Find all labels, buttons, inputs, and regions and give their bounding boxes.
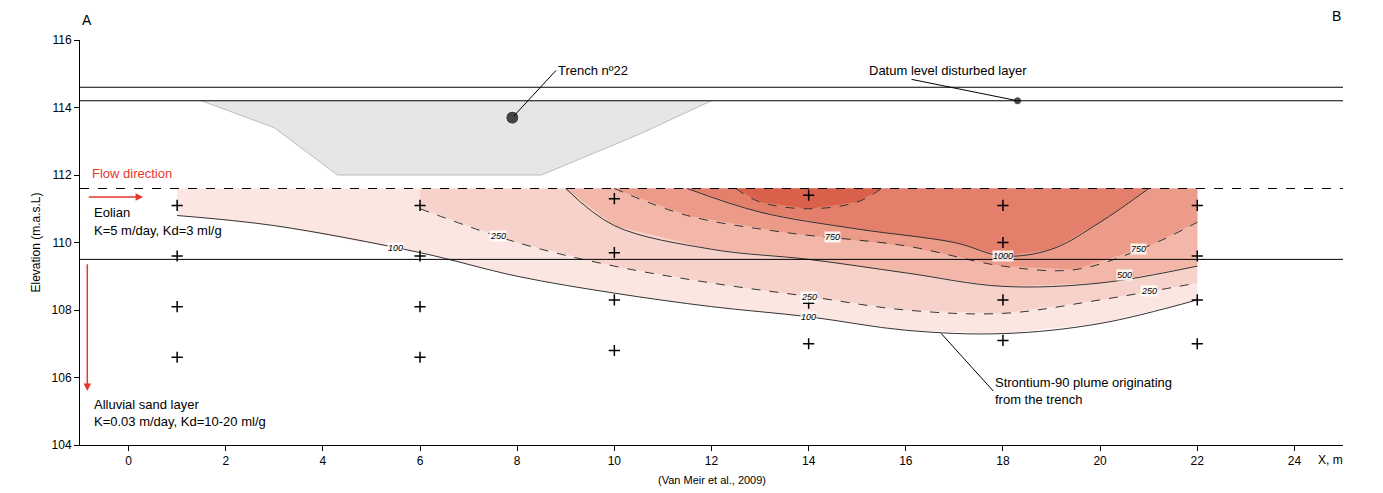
svg-text:Flow direction: Flow direction [92,166,172,181]
svg-text:Trench nº22: Trench nº22 [558,63,628,78]
svg-text:A: A [82,12,92,28]
svg-text:1000: 1000 [993,251,1013,261]
svg-text:110: 110 [52,236,71,250]
svg-text:750: 750 [1131,244,1146,254]
svg-text:24: 24 [1288,454,1302,468]
svg-text:Datum level disturbed layer: Datum level disturbed layer [869,63,1027,78]
svg-text:114: 114 [52,101,71,115]
svg-text:100: 100 [801,312,816,322]
svg-text:22: 22 [1191,454,1205,468]
svg-text:Eolian: Eolian [94,205,130,220]
svg-text:Alluvial sand layer: Alluvial sand layer [94,397,199,412]
svg-text:12: 12 [705,454,719,468]
svg-text:116: 116 [52,33,71,47]
svg-text:750: 750 [825,232,840,242]
svg-text:112: 112 [52,168,71,182]
svg-text:6: 6 [417,454,424,468]
svg-text:100: 100 [388,243,403,253]
svg-text:14: 14 [802,454,816,468]
svg-text:X, m: X, m [1318,453,1343,467]
svg-text:250: 250 [490,231,506,241]
svg-text:K=0.03 m/day, Kd=10-20 ml/g: K=0.03 m/day, Kd=10-20 ml/g [94,414,266,429]
svg-text:250: 250 [1141,286,1157,296]
svg-text:2: 2 [222,454,229,468]
svg-text:18: 18 [996,454,1010,468]
svg-text:250: 250 [801,292,817,302]
svg-text:0: 0 [125,454,132,468]
svg-text:104: 104 [52,438,72,452]
svg-text:20: 20 [1093,454,1107,468]
svg-text:4: 4 [320,454,327,468]
svg-text:B: B [1332,8,1341,24]
svg-text:106: 106 [52,371,72,385]
svg-text:10: 10 [608,454,622,468]
svg-text:Elevation (m.a.s.L): Elevation (m.a.s.L) [29,192,43,292]
svg-text:16: 16 [899,454,913,468]
svg-text:Strontium-90 plume originating: Strontium-90 plume originatingfrom the t… [995,375,1172,407]
svg-text:108: 108 [52,303,72,317]
svg-text:(Van Meir et al., 2009): (Van Meir et al., 2009) [658,474,766,486]
svg-text:500: 500 [1117,270,1132,280]
svg-text:K=5 m/day, Kd=3 ml/g: K=5 m/day, Kd=3 ml/g [94,223,222,238]
svg-text:8: 8 [514,454,521,468]
